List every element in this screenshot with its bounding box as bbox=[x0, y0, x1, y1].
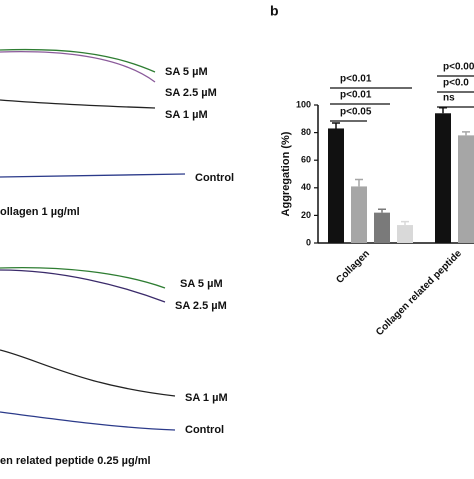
trace bbox=[0, 267, 166, 289]
trace-caption: en related peptide 0.25 µg/ml bbox=[0, 455, 151, 467]
error-bar bbox=[378, 208, 386, 213]
trace bbox=[0, 269, 166, 303]
y-tick-label: 80 bbox=[301, 127, 311, 137]
y-axis-label: Aggregation (%) bbox=[280, 131, 292, 216]
trace bbox=[0, 51, 156, 83]
error-bar bbox=[332, 122, 340, 129]
y-tick-label: 60 bbox=[301, 155, 311, 165]
error-bar bbox=[462, 131, 470, 136]
trace bbox=[0, 411, 176, 431]
trace-label: SA 1 µM bbox=[185, 392, 228, 404]
bar bbox=[435, 113, 451, 243]
significance-label: p<0.05 bbox=[340, 107, 372, 118]
trace-caption: ollagen 1 µg/ml bbox=[0, 206, 80, 218]
y-tick-label: 0 bbox=[306, 237, 311, 247]
x-tick-label: Collagen related peptide bbox=[374, 248, 464, 338]
y-tick-label: 40 bbox=[301, 182, 311, 192]
trace bbox=[0, 48, 156, 73]
trace-label: SA 2.5 µM bbox=[165, 87, 217, 99]
trace bbox=[0, 99, 156, 109]
bar bbox=[328, 128, 344, 243]
traces: SA 5 µM SA 2.5 µM SA 1 µM Control ollage… bbox=[0, 48, 234, 467]
trace-label: SA 5 µM bbox=[180, 278, 223, 290]
trace-label: SA 5 µM bbox=[165, 66, 208, 78]
trace bbox=[0, 349, 176, 397]
significance-label: p<0.0 bbox=[443, 78, 469, 89]
significance-label: ns bbox=[443, 93, 455, 104]
x-tick-label: Collagen bbox=[334, 248, 372, 286]
error-bar bbox=[355, 178, 363, 187]
significance-label: p<0.00 bbox=[443, 62, 474, 73]
y-tick-label: 100 bbox=[296, 99, 311, 109]
bar bbox=[374, 212, 390, 243]
panel-label: b bbox=[270, 3, 279, 19]
trace-label: SA 2.5 µM bbox=[175, 300, 227, 312]
error-bar bbox=[439, 107, 447, 114]
bar bbox=[458, 135, 474, 243]
error-bar bbox=[401, 220, 409, 226]
trace-label: Control bbox=[185, 424, 224, 436]
bar bbox=[397, 225, 413, 243]
bar bbox=[351, 186, 367, 243]
trace bbox=[0, 173, 186, 178]
trace-label: SA 1 µM bbox=[165, 109, 208, 121]
significance-label: p<0.01 bbox=[340, 90, 372, 101]
significance-label: p<0.01 bbox=[340, 74, 372, 85]
trace-label: Control bbox=[195, 172, 234, 184]
y-tick-label: 20 bbox=[301, 210, 311, 220]
